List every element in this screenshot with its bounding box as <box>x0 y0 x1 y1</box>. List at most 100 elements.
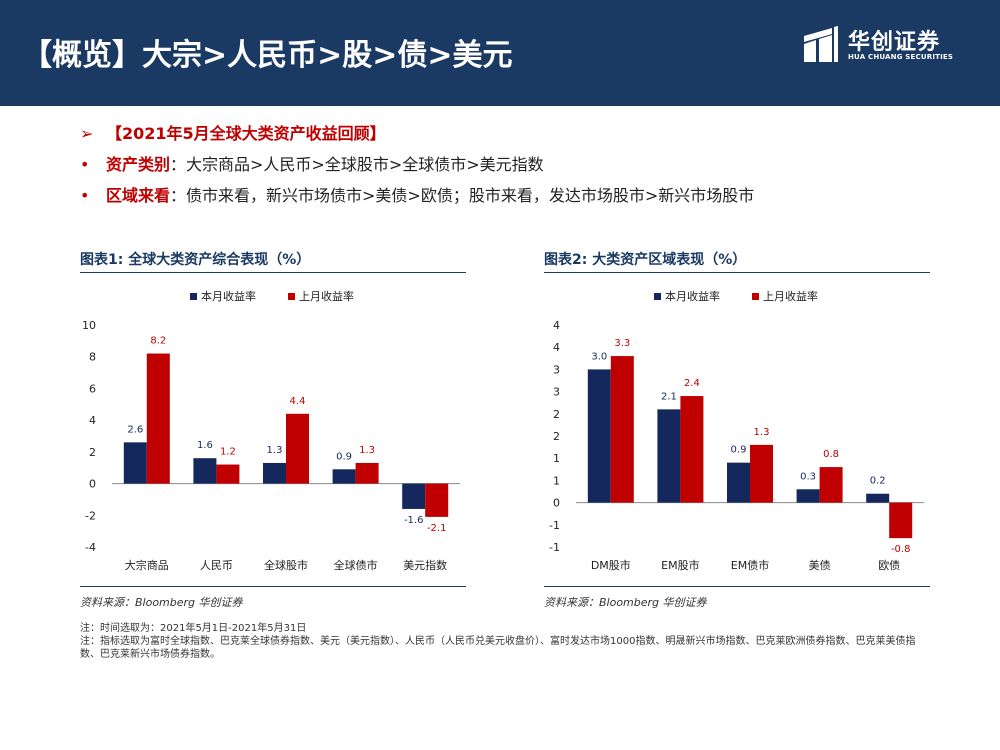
x-tick-label: EM股市 <box>661 558 699 572</box>
footnotes: 注：时间选取为：2021年5月1日-2021年5月31日 注：指标选取为富时全球… <box>80 622 930 661</box>
x-tick-label: 大宗商品 <box>125 558 169 572</box>
y-tick-label: 3 <box>553 386 560 399</box>
chart1-heading: 图表1: 全球大类资产综合表现（%） <box>80 252 311 268</box>
bar-0 <box>796 489 820 503</box>
data-label-1: -0.8 <box>891 544 911 555</box>
chart1-plot: 本月收益率 上月收益率 -4 -2 0 2 4 6 8 10 2.6 8.2 大宗商品 1.6 1.2 人民币… <box>82 289 460 572</box>
x-tick-label: 全球股市 <box>264 558 308 572</box>
x-tick-label: EM债市 <box>731 558 769 572</box>
bar-0 <box>587 369 611 503</box>
bullet-title-text: 【2021年5月全球大类资产收益回顾】 <box>106 124 386 143</box>
summary-bullets: ➢ 【2021年5月全球大类资产收益回顾】 • 资产类别：大宗商品>人民币>全球… <box>80 121 960 214</box>
y-tick-label: 2 <box>553 408 560 421</box>
chart2-top-rule <box>544 272 930 273</box>
bullet-head-region: 区域来看 <box>106 186 171 205</box>
data-label-0: 1.3 <box>267 445 283 456</box>
y-tick-label: 2 <box>553 430 560 443</box>
data-label-0: 2.1 <box>661 391 677 402</box>
data-label-0: 0.9 <box>336 451 352 462</box>
y-tick-label: 4 <box>553 319 560 332</box>
x-tick-label: DM股市 <box>591 558 631 572</box>
x-tick-label: 欧债 <box>878 558 900 572</box>
arrow-bullet-icon: ➢ <box>80 124 94 143</box>
bar-0 <box>727 462 750 503</box>
data-label-1: 1.2 <box>220 447 236 458</box>
chart1-bottom-rule <box>80 586 466 587</box>
y-tick-label: 1 <box>553 474 560 487</box>
x-tick-label: 全球债市 <box>334 558 378 572</box>
bullet-line-region: • 区域来看：债市来看，新兴市场债市>美债>欧债；股市来看，发达市场股市>新兴市… <box>80 183 960 214</box>
bar-0 <box>866 493 890 503</box>
y-tick-label: -4 <box>85 541 96 554</box>
legend-swatch-1 <box>752 293 759 300</box>
header-banner: 【概览】大宗>人民币>股>债>美元 华创证券 HUA CHUANG SECURI… <box>0 0 1000 106</box>
bar-1 <box>610 356 634 503</box>
footnote-period: 注：时间选取为：2021年5月1日-2021年5月31日 <box>80 623 307 634</box>
data-label-1: 0.8 <box>823 449 839 460</box>
data-label-1: -2.1 <box>427 523 447 534</box>
legend-swatch-0 <box>654 293 661 300</box>
data-label-1: 1.3 <box>359 445 375 456</box>
data-label-1: 2.4 <box>684 378 700 389</box>
x-tick-label: 人民币 <box>200 559 233 572</box>
data-label-0: 0.9 <box>731 445 747 456</box>
y-tick-label: 0 <box>553 497 560 510</box>
x-tick-label: 美元指数 <box>403 558 447 572</box>
legend-label-1: 上月收益率 <box>763 289 818 303</box>
data-label-0: 2.6 <box>127 424 143 435</box>
x-tick-label: 美债 <box>809 558 831 572</box>
y-tick-label: 3 <box>553 363 560 376</box>
legend-label-0: 本月收益率 <box>201 289 256 303</box>
bar-0 <box>193 458 217 484</box>
y-tick-label: 0 <box>89 478 96 491</box>
chart1-source: 资料来源：Bloomberg 华创证券 <box>80 596 243 609</box>
y-tick-label: -1 <box>549 519 560 532</box>
bullet-body-asset-class: ：大宗商品>人民币>全球股市>全球债市>美元指数 <box>170 155 544 174</box>
bar-1 <box>750 444 773 503</box>
data-label-0: 3.0 <box>591 351 607 362</box>
legend-label-0: 本月收益率 <box>665 289 720 303</box>
chart2-bottom-rule <box>544 586 930 587</box>
data-label-1: 1.3 <box>754 427 770 438</box>
chart2-plot: 本月收益率 上月收益率 -1 -1 0 1 1 2 2 3 3 4 4 3.0 3.3 DM股市 2.1 2.4 E… <box>549 289 924 572</box>
bar-1 <box>425 483 449 517</box>
legend-label-1: 上月收益率 <box>299 289 354 303</box>
dot-bullet-icon: • <box>80 155 90 174</box>
page-title: 【概览】大宗>人民币>股>债>美元 <box>22 38 513 73</box>
data-label-0: -1.6 <box>404 515 424 526</box>
legend-swatch-1 <box>288 293 295 300</box>
bullet-line-asset-class: • 资产类别：大宗商品>人民币>全球股市>全球债市>美元指数 <box>80 152 960 183</box>
bar-1 <box>286 413 309 484</box>
data-label-1: 3.3 <box>614 338 630 349</box>
logo-text-en: HUA CHUANG SECURITIES <box>848 53 954 61</box>
bar-0 <box>402 483 426 509</box>
y-tick-label: 6 <box>89 382 96 395</box>
data-label-0: 0.3 <box>800 471 816 482</box>
chart2-source: 资料来源：Bloomberg 华创证券 <box>544 596 707 609</box>
data-label-0: 0.2 <box>870 476 886 487</box>
y-tick-label: -1 <box>549 541 560 554</box>
bar-0 <box>332 469 356 484</box>
y-tick-label: 4 <box>553 341 560 354</box>
bar-1 <box>355 462 379 484</box>
data-label-1: 8.2 <box>150 336 166 347</box>
legend-swatch-0 <box>190 293 197 300</box>
y-tick-label: 8 <box>89 351 96 364</box>
bullet-line-title: ➢ 【2021年5月全球大类资产收益回顾】 <box>80 121 960 152</box>
y-tick-label: 10 <box>82 319 96 332</box>
company-logo: 华创证券 HUA CHUANG SECURITIES <box>802 22 982 72</box>
bullet-body-region: ：债市来看，新兴市场债市>美债>欧债；股市来看，发达市场股市>新兴市场股市 <box>170 186 755 205</box>
bar-0 <box>657 409 681 503</box>
bar-0 <box>123 442 147 484</box>
y-tick-label: 4 <box>89 414 96 427</box>
y-tick-label: 2 <box>89 446 96 459</box>
chart2-heading: 图表2: 大类资产区域表现（%） <box>544 252 747 268</box>
data-label-0: 1.6 <box>197 440 213 451</box>
logo-text-cn: 华创证券 <box>848 30 941 55</box>
footnote-indices: 注：指标选取为富时全球指数、巴克莱全球债券指数、美元（美元指数）、人民币（人民币… <box>80 636 916 660</box>
bullet-head-asset-class: 资产类别 <box>106 155 171 174</box>
chart1-top-rule <box>80 272 466 273</box>
data-label-1: 4.4 <box>290 396 306 407</box>
bar-1 <box>680 396 704 503</box>
bar-1 <box>819 467 843 503</box>
